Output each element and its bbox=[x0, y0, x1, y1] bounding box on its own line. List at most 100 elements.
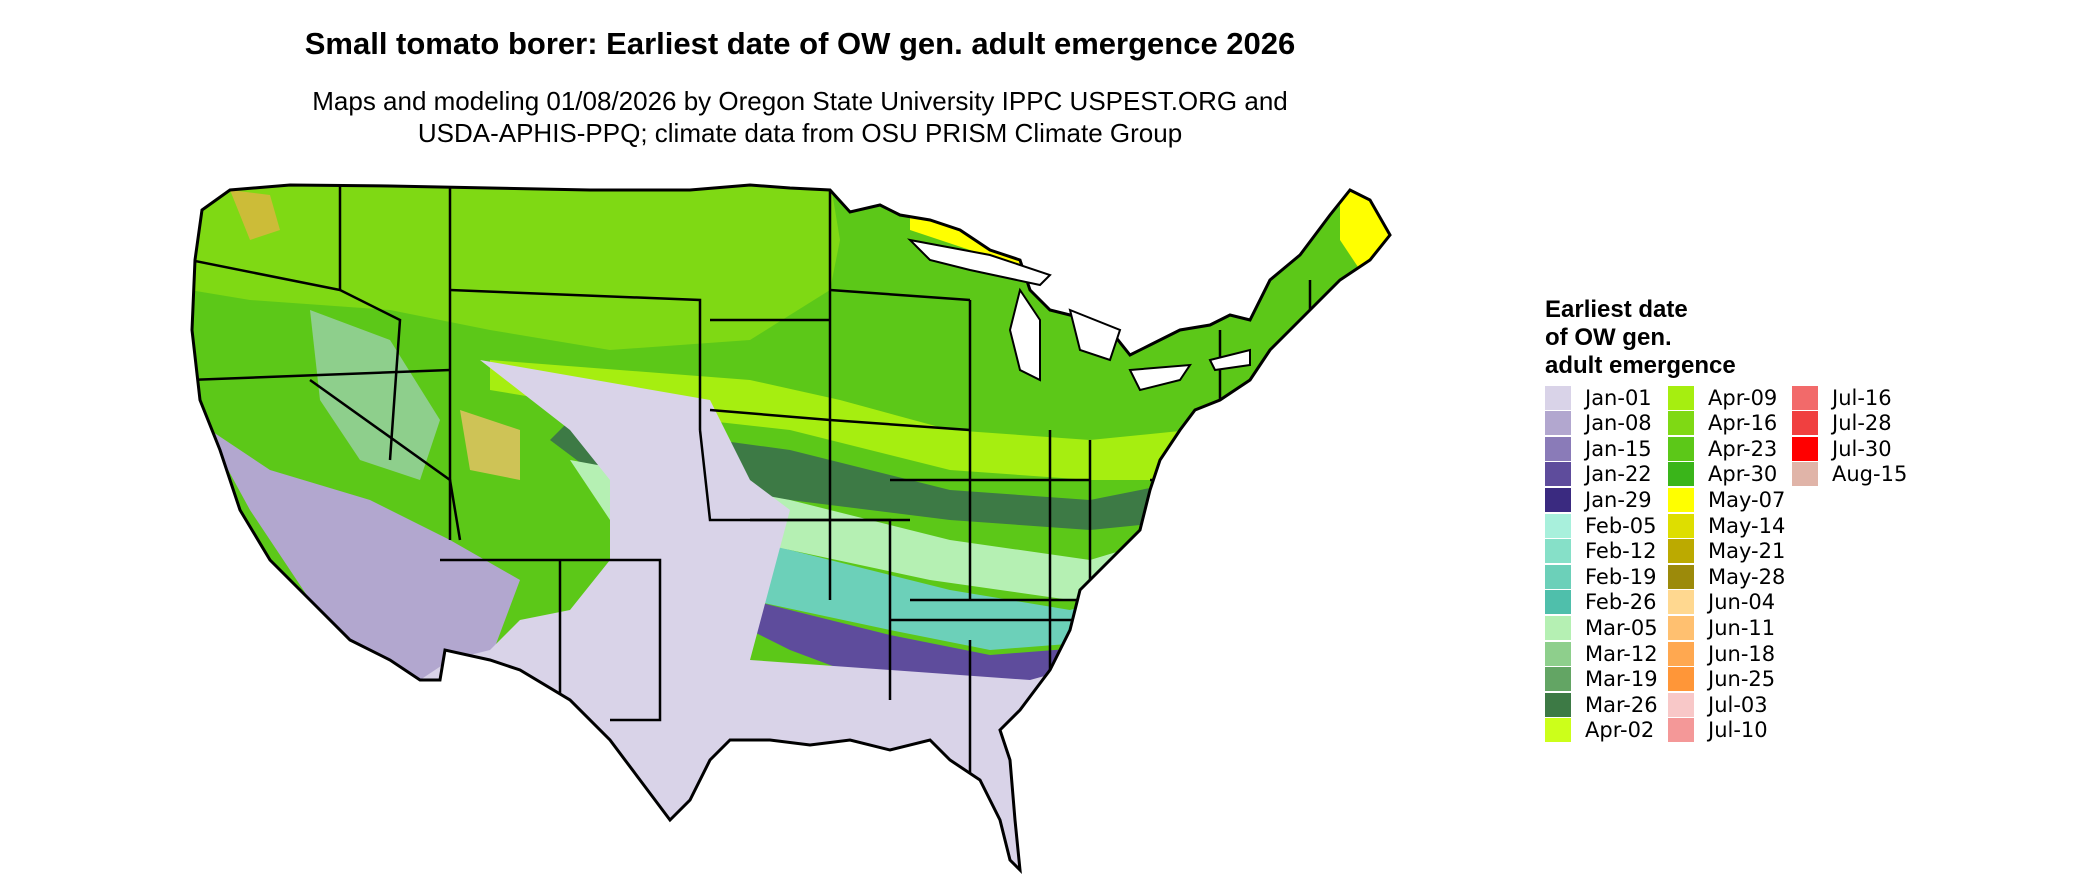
legend-item: Jun-18 bbox=[1668, 641, 1775, 666]
legend-item: May-28 bbox=[1668, 564, 1785, 589]
legend-label: May-21 bbox=[1708, 539, 1786, 564]
legend-swatch bbox=[1545, 487, 1571, 512]
legend-swatch bbox=[1545, 590, 1571, 615]
legend-title-line: Earliest date bbox=[1545, 296, 1688, 323]
legend-label: Apr-09 bbox=[1708, 385, 1778, 410]
legend-label: Jun-18 bbox=[1708, 641, 1776, 666]
legend-swatch bbox=[1668, 615, 1694, 640]
legend-item: Mar-12 bbox=[1545, 641, 1658, 666]
legend-swatch bbox=[1545, 411, 1571, 436]
legend-swatch bbox=[1668, 692, 1694, 717]
emergence-zones bbox=[192, 185, 1390, 870]
legend-item: Jul-30 bbox=[1792, 436, 1892, 461]
legend-swatch bbox=[1792, 385, 1818, 410]
legend-item: Jan-22 bbox=[1545, 462, 1652, 487]
legend-item: Jan-08 bbox=[1545, 411, 1652, 436]
legend-label: Mar-19 bbox=[1585, 667, 1658, 692]
legend-label: Jul-10 bbox=[1708, 718, 1768, 743]
legend-label: Mar-12 bbox=[1585, 641, 1658, 666]
legend-title-line: adult emergence bbox=[1545, 352, 1736, 379]
legend-label: Feb-12 bbox=[1585, 539, 1657, 564]
legend-label: Jul-28 bbox=[1832, 411, 1892, 436]
map-title: Small tomato borer: Earliest date of OW … bbox=[304, 26, 1296, 61]
legend-item: Feb-12 bbox=[1545, 539, 1656, 564]
legend-swatch bbox=[1792, 462, 1818, 487]
legend-label: Apr-30 bbox=[1708, 462, 1778, 487]
legend-item: Jul-10 bbox=[1668, 718, 1768, 743]
legend-item: Jan-15 bbox=[1545, 436, 1652, 461]
legend-label: Jan-22 bbox=[1585, 462, 1652, 487]
emergence-map bbox=[190, 183, 1392, 875]
legend-swatch bbox=[1792, 411, 1818, 436]
legend-swatch bbox=[1545, 539, 1571, 564]
legend-swatch bbox=[1668, 462, 1694, 487]
legend-swatch bbox=[1668, 539, 1694, 564]
legend-swatch bbox=[1545, 667, 1571, 692]
legend-swatch bbox=[1668, 590, 1694, 615]
legend-label: Jan-29 bbox=[1585, 487, 1652, 512]
legend-item: Mar-05 bbox=[1545, 615, 1658, 640]
legend-item: Jun-25 bbox=[1668, 667, 1775, 692]
legend-label: Jul-03 bbox=[1708, 692, 1768, 717]
us-outline bbox=[190, 183, 1392, 875]
legend-swatch bbox=[1545, 615, 1571, 640]
legend-item: Feb-19 bbox=[1545, 564, 1656, 589]
legend-label: Feb-05 bbox=[1585, 513, 1657, 538]
legend-swatch bbox=[1668, 641, 1694, 666]
great-lakes bbox=[907, 238, 1251, 392]
legend-label: Jul-16 bbox=[1832, 385, 1892, 410]
legend-item: Jun-11 bbox=[1668, 615, 1775, 640]
legend-swatch bbox=[1792, 436, 1818, 461]
legend-item: Apr-02 bbox=[1545, 718, 1654, 743]
legend-item: Jun-04 bbox=[1668, 590, 1775, 615]
legend-item: Apr-16 bbox=[1668, 411, 1777, 436]
legend-label: Jan-08 bbox=[1585, 411, 1652, 436]
legend-label: Apr-16 bbox=[1708, 411, 1778, 436]
legend-swatch bbox=[1545, 436, 1571, 461]
legend-item: Mar-19 bbox=[1545, 667, 1658, 692]
legend-label: Mar-05 bbox=[1585, 615, 1658, 640]
legend-swatch bbox=[1545, 641, 1571, 666]
legend-swatch bbox=[1545, 385, 1571, 410]
legend-label: Apr-02 bbox=[1585, 718, 1655, 743]
legend-label: Jan-15 bbox=[1585, 436, 1652, 461]
legend-label: May-28 bbox=[1708, 564, 1786, 589]
legend-label: Feb-26 bbox=[1585, 590, 1657, 615]
legend-label: May-14 bbox=[1708, 513, 1786, 538]
legend-swatch bbox=[1545, 564, 1571, 589]
legend-item: Feb-05 bbox=[1545, 513, 1656, 538]
legend-item: May-14 bbox=[1668, 513, 1785, 538]
legend-swatch bbox=[1668, 513, 1694, 538]
legend-title-line: of OW gen. bbox=[1545, 324, 1672, 351]
legend-swatch bbox=[1668, 436, 1694, 461]
legend-item: Jul-03 bbox=[1668, 692, 1768, 717]
legend-label: May-07 bbox=[1708, 487, 1786, 512]
legend-label: Jul-30 bbox=[1832, 436, 1892, 461]
legend-swatch bbox=[1545, 462, 1571, 487]
legend-swatch bbox=[1668, 411, 1694, 436]
legend-label: Jan-01 bbox=[1585, 385, 1652, 410]
legend-label: Feb-19 bbox=[1585, 564, 1657, 589]
legend-label: Jun-25 bbox=[1708, 667, 1776, 692]
legend-label: Aug-15 bbox=[1832, 462, 1908, 487]
legend-swatch bbox=[1668, 487, 1694, 512]
legend-label: Apr-23 bbox=[1708, 436, 1778, 461]
legend-title: Earliest date of OW gen. adult emergence bbox=[1545, 296, 1736, 380]
legend-swatch bbox=[1668, 718, 1694, 743]
legend-item: Feb-26 bbox=[1545, 590, 1656, 615]
legend-item: May-21 bbox=[1668, 539, 1785, 564]
legend-item: Apr-30 bbox=[1668, 462, 1777, 487]
legend-swatch bbox=[1668, 564, 1694, 589]
legend-item: Aug-15 bbox=[1792, 462, 1907, 487]
map-subtitle-line-1: Maps and modeling 01/08/2026 by Oregon S… bbox=[312, 86, 1288, 116]
legend-item: Jul-28 bbox=[1792, 411, 1892, 436]
legend-label: Jun-11 bbox=[1708, 615, 1776, 640]
legend-item: May-07 bbox=[1668, 487, 1785, 512]
legend-swatch bbox=[1545, 718, 1571, 743]
legend-item: Apr-09 bbox=[1668, 385, 1777, 410]
legend-label: Mar-26 bbox=[1585, 692, 1658, 717]
legend-item: Mar-26 bbox=[1545, 692, 1658, 717]
map-subtitle-line-2: USDA-APHIS-PPQ; climate data from OSU PR… bbox=[417, 118, 1183, 148]
legend-item: Jan-01 bbox=[1545, 385, 1652, 410]
legend-item: Jan-29 bbox=[1545, 487, 1652, 512]
